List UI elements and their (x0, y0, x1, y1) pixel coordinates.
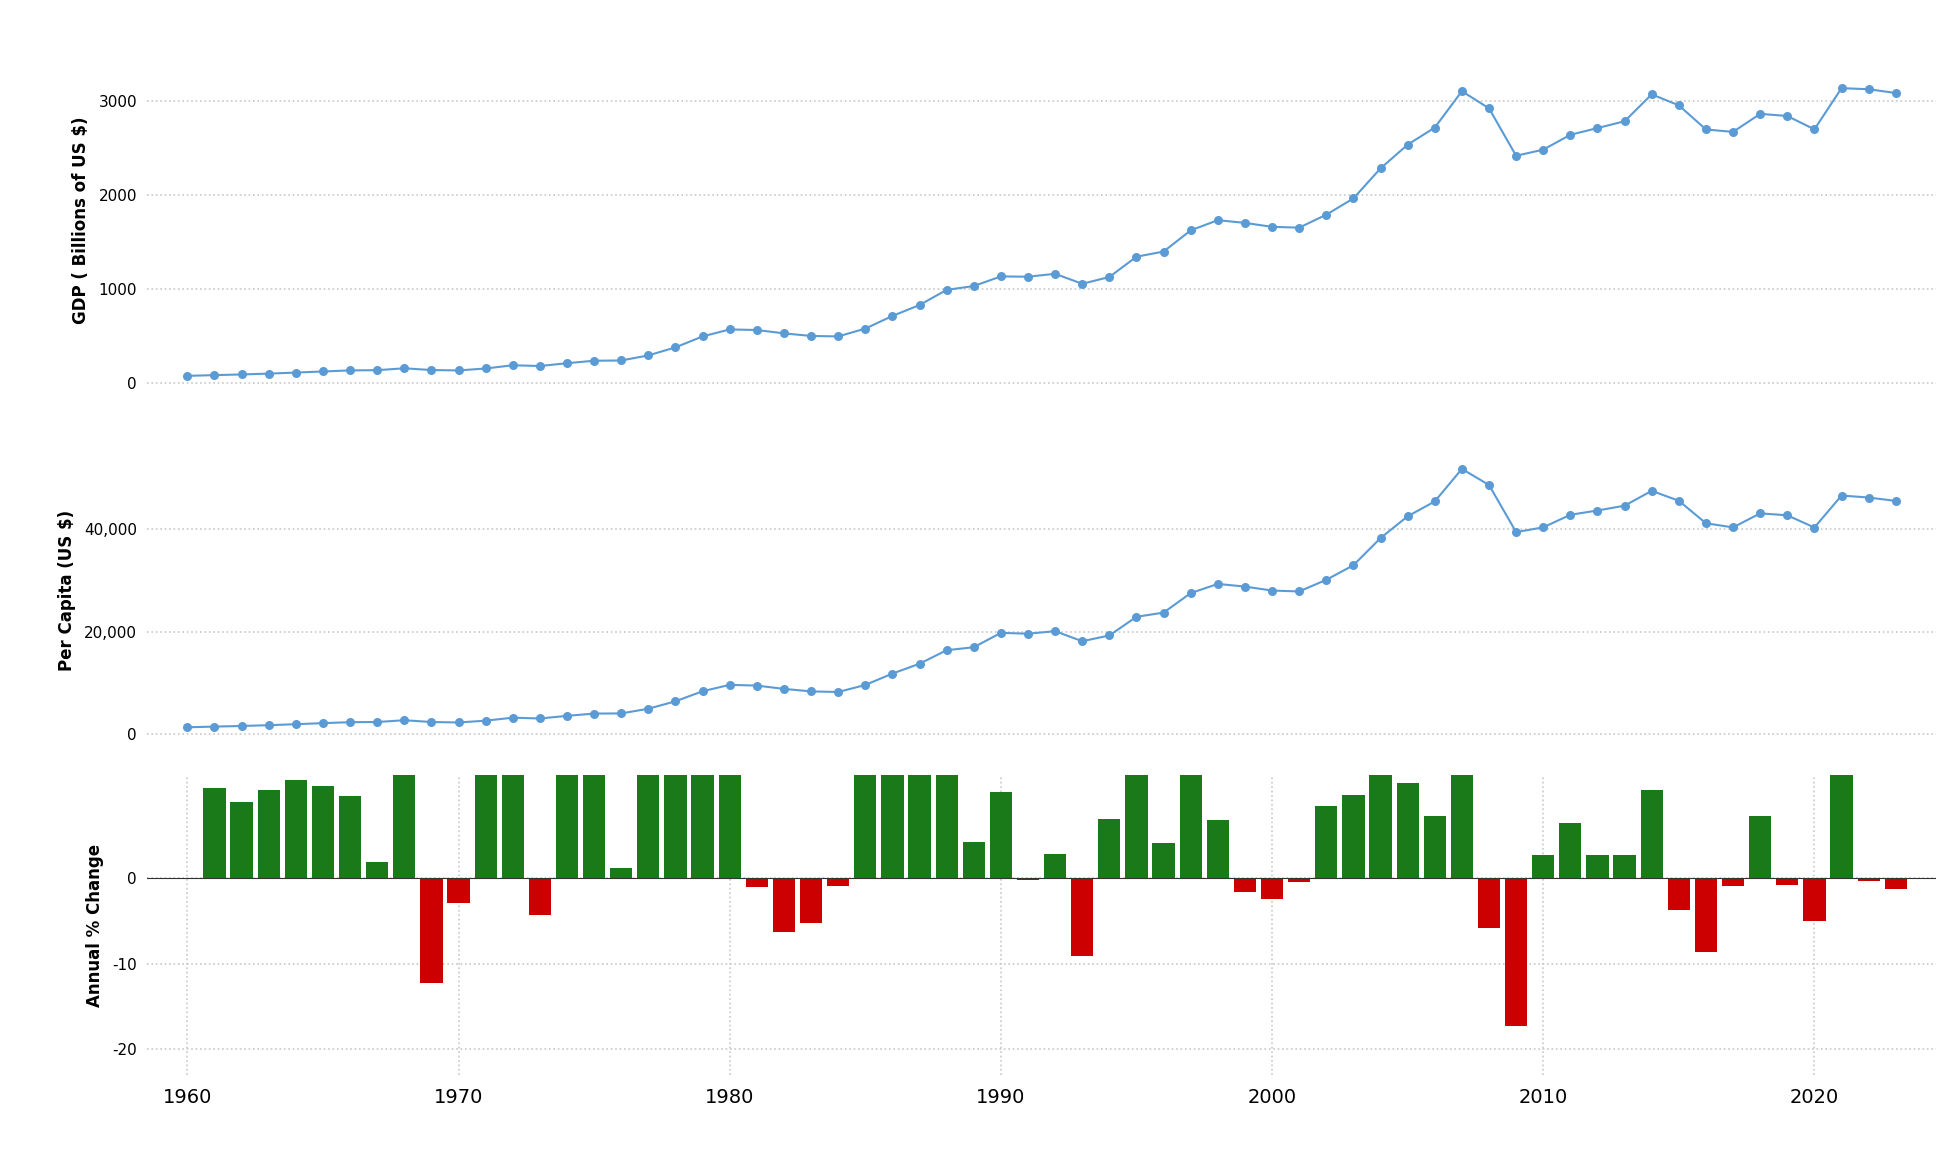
Bar (854, 733, 876, 877)
Bar (1044, 854, 1065, 877)
Bar (1314, 806, 1337, 877)
Bar (665, 625, 686, 877)
Bar (311, 786, 334, 877)
Bar (1179, 740, 1200, 877)
Bar (692, 613, 714, 877)
Bar (1341, 795, 1365, 877)
Y-axis label: Per Capita (US $): Per Capita (US $) (57, 510, 76, 672)
Bar (366, 862, 389, 877)
Bar (745, 877, 768, 888)
Bar (610, 868, 631, 877)
Bar (1748, 816, 1771, 877)
Bar (420, 877, 442, 984)
Bar (1830, 739, 1851, 877)
Bar (1124, 713, 1148, 877)
Bar (203, 788, 225, 877)
Bar (1396, 783, 1417, 877)
Bar (1693, 877, 1716, 953)
Bar (231, 802, 252, 877)
Bar (1234, 877, 1255, 892)
Bar (1071, 877, 1093, 956)
Bar (1857, 877, 1879, 881)
Bar (338, 796, 362, 877)
Bar (393, 748, 414, 877)
Bar (285, 780, 307, 877)
Bar (1261, 877, 1282, 899)
Bar (962, 843, 985, 877)
Bar (800, 877, 821, 922)
Bar (827, 877, 848, 885)
Y-axis label: GDP ( Billions of US $): GDP ( Billions of US $) (72, 117, 90, 324)
Bar (1640, 790, 1662, 877)
Bar (258, 790, 280, 877)
Bar (1503, 877, 1527, 1027)
Bar (882, 677, 903, 877)
Y-axis label: Annual % Change: Annual % Change (86, 844, 104, 1007)
Bar (907, 738, 931, 877)
Bar (1613, 855, 1634, 877)
Bar (1558, 823, 1582, 877)
Bar (555, 734, 579, 877)
Bar (448, 877, 469, 903)
Bar (1803, 877, 1824, 920)
Bar (583, 770, 604, 877)
Bar (1151, 843, 1175, 877)
Bar (1478, 877, 1499, 928)
Bar (1017, 877, 1038, 881)
Bar (475, 742, 497, 877)
Bar (637, 682, 659, 877)
Bar (934, 711, 958, 877)
Bar (1097, 820, 1120, 877)
Bar (1368, 739, 1390, 877)
Bar (1668, 877, 1689, 911)
Bar (500, 683, 524, 877)
Bar (1206, 821, 1228, 877)
Bar (1720, 877, 1744, 887)
Bar (1885, 877, 1906, 889)
Bar (1775, 877, 1797, 884)
Bar (989, 792, 1011, 877)
Bar (717, 748, 741, 877)
Bar (1423, 816, 1445, 877)
Bar (528, 877, 551, 916)
Bar (772, 877, 794, 932)
Bar (1531, 854, 1554, 877)
Bar (1288, 877, 1310, 882)
Bar (1451, 756, 1472, 877)
Bar (1586, 854, 1607, 877)
